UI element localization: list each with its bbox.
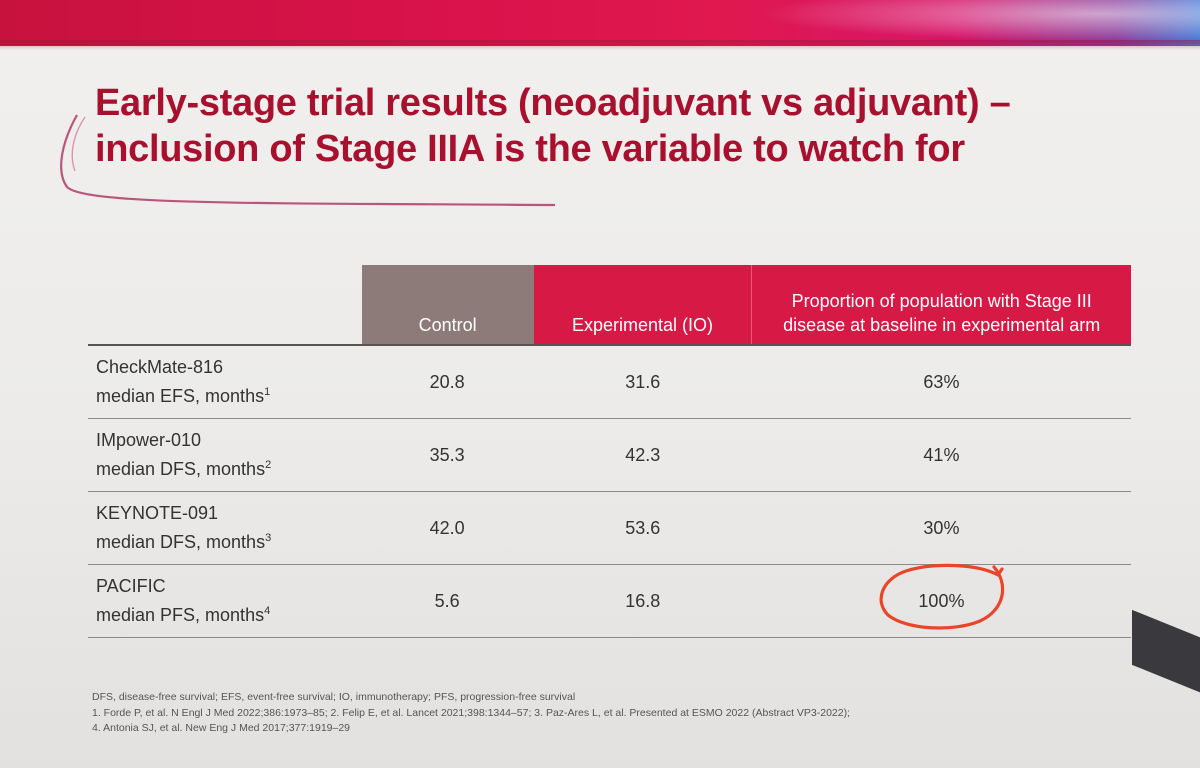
trial-metric: median EFS, months1: [96, 380, 361, 409]
header-glow: [700, 0, 1200, 46]
slide-title: Early-stage trial results (neoadjuvant v…: [95, 80, 1095, 172]
corner-shadow-decoration: [1132, 609, 1200, 698]
reference-number: 3: [265, 532, 272, 544]
reference-number: 4: [264, 605, 271, 617]
trial-name: CheckMate-816: [96, 357, 224, 377]
row-label: KEYNOTE-091 median DFS, months3: [88, 491, 362, 565]
trial-metric: median DFS, months3: [96, 526, 361, 555]
header-shadow: [0, 40, 1200, 50]
title-swoosh-decoration: [60, 114, 556, 207]
table-row: KEYNOTE-091 median DFS, months3 42.0 53.…: [88, 491, 1131, 565]
trial-metric: median DFS, months2: [96, 453, 361, 482]
header-blank-cell: [88, 265, 362, 346]
header-control: Control: [361, 265, 534, 346]
row-label: CheckMate-816 median EFS, months1: [88, 345, 362, 419]
trial-metric: median PFS, months4: [96, 599, 361, 628]
experimental-value: 42.3: [533, 418, 752, 492]
reference-number: 1: [264, 386, 271, 398]
trial-name: IMpower-010: [96, 430, 202, 450]
trial-name: KEYNOTE-091: [96, 503, 219, 523]
trial-metric-text: median DFS, months: [96, 532, 266, 552]
trial-metric-text: median PFS, months: [96, 605, 265, 625]
reference-number: 2: [265, 459, 272, 471]
header-experimental: Experimental (IO): [533, 265, 752, 346]
control-value: 42.0: [361, 491, 534, 565]
trial-results-table: Control Experimental (IO) Proportion of …: [88, 265, 1131, 638]
header-proportion-line-2: disease at baseline in experimental arm: [783, 315, 1101, 335]
footnote-abbreviations: DFS, disease-free survival; EFS, event-f…: [92, 691, 576, 703]
title-line-1: Early-stage trial results (neoadjuvant v…: [95, 82, 1011, 124]
table-row: IMpower-010 median DFS, months2 35.3 42.…: [88, 418, 1131, 492]
handdrawn-circle-annotation: [879, 563, 1005, 630]
table-row: CheckMate-816 median EFS, months1 20.8 3…: [88, 345, 1131, 419]
title-line-2: inclusion of Stage IIIA is the variable …: [95, 128, 965, 170]
proportion-value: 100%: [751, 564, 1131, 638]
table-row: PACIFIC median PFS, months4 5.6 16.8 100…: [88, 564, 1131, 638]
experimental-value: 53.6: [533, 491, 752, 565]
header-proportion: Proportion of population with Stage III …: [751, 265, 1131, 346]
proportion-value: 63%: [751, 345, 1131, 419]
control-value: 5.6: [361, 564, 534, 638]
footnotes: DFS, disease-free survival; EFS, event-f…: [92, 690, 992, 737]
row-label: IMpower-010 median DFS, months2: [88, 418, 362, 492]
trial-metric-text: median DFS, months: [96, 459, 266, 479]
table-header-row: Control Experimental (IO) Proportion of …: [88, 265, 1131, 346]
experimental-value: 16.8: [533, 564, 752, 638]
trial-name: PACIFIC: [96, 576, 166, 596]
footnote-references-1: 1. Forde P, et al. N Engl J Med 2022;386…: [92, 706, 851, 719]
control-value: 35.3: [361, 418, 534, 492]
row-label: PACIFIC median PFS, months4: [88, 564, 362, 638]
proportion-value: 41%: [751, 418, 1131, 492]
proportion-value: 30%: [751, 491, 1131, 565]
trial-metric-text: median EFS, months: [96, 386, 265, 406]
experimental-value: 31.6: [533, 345, 752, 419]
footnote-references-2: 4. Antonia SJ, et al. New Eng J Med 2017…: [92, 722, 351, 734]
control-value: 20.8: [361, 345, 534, 419]
header-proportion-line-1: Proportion of population with Stage III: [791, 291, 1092, 311]
